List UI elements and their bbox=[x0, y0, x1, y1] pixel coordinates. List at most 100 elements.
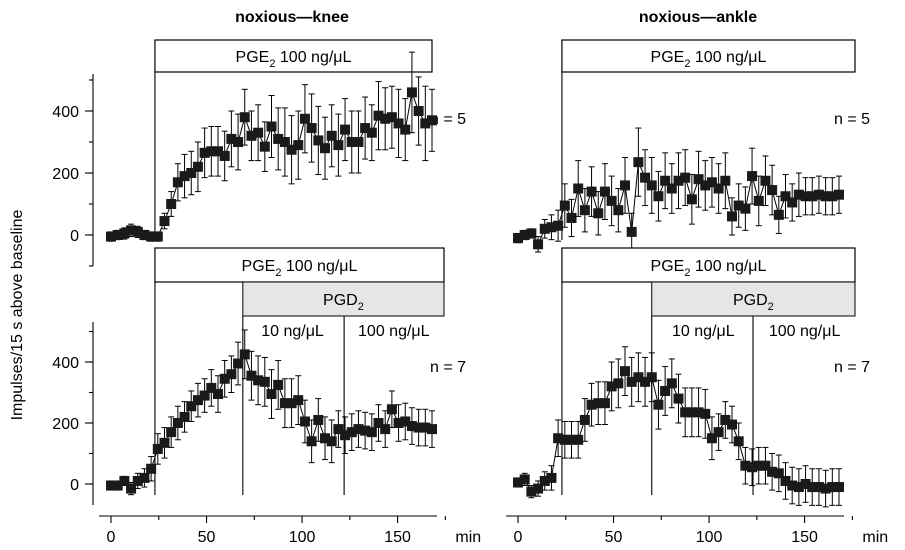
data-point bbox=[660, 385, 671, 396]
data-point bbox=[740, 203, 751, 214]
data-point bbox=[753, 460, 764, 471]
data-point bbox=[613, 205, 624, 216]
data-point bbox=[633, 372, 644, 383]
segment-label: 100 ng/μL bbox=[358, 323, 430, 340]
data-point bbox=[126, 225, 137, 236]
x-tick-label: 100 bbox=[289, 529, 316, 546]
n-label: n = 7 bbox=[430, 359, 466, 376]
data-point bbox=[773, 209, 784, 220]
data-point bbox=[239, 349, 250, 360]
data-point bbox=[427, 115, 437, 126]
y-tick-label: 200 bbox=[52, 166, 79, 183]
data-point bbox=[152, 231, 163, 242]
data-point bbox=[539, 475, 550, 486]
data-point bbox=[559, 200, 570, 211]
data-point bbox=[800, 479, 811, 489]
data-point bbox=[366, 127, 377, 138]
data-point bbox=[386, 112, 397, 123]
data-point bbox=[813, 189, 824, 200]
data-point bbox=[106, 480, 116, 491]
data-point bbox=[132, 226, 143, 237]
data-point bbox=[680, 407, 691, 418]
data-point bbox=[579, 414, 590, 425]
data-point bbox=[420, 422, 431, 433]
data-point bbox=[519, 474, 530, 485]
data-point bbox=[239, 112, 250, 123]
data-point bbox=[259, 376, 270, 387]
x-tick-label: 0 bbox=[107, 529, 116, 546]
data-point bbox=[733, 436, 744, 447]
data-point bbox=[660, 175, 671, 186]
segment-label: 10 ng/μL bbox=[261, 323, 324, 340]
data-point bbox=[360, 123, 371, 134]
data-point bbox=[566, 434, 577, 445]
data-point bbox=[553, 433, 564, 444]
data-point bbox=[513, 233, 523, 244]
y-tick-label: 0 bbox=[70, 228, 79, 245]
data-point bbox=[146, 463, 157, 474]
data-point bbox=[613, 378, 624, 389]
data-point bbox=[686, 407, 697, 418]
data-point bbox=[166, 427, 177, 438]
data-point bbox=[320, 143, 330, 154]
data-point bbox=[320, 433, 330, 444]
data-point bbox=[573, 434, 584, 445]
data-point bbox=[266, 121, 277, 132]
data-point bbox=[673, 393, 684, 404]
data-point bbox=[693, 407, 704, 418]
data-point bbox=[353, 137, 364, 147]
data-point bbox=[233, 358, 244, 369]
data-point bbox=[246, 370, 257, 381]
data-point bbox=[132, 475, 143, 486]
data-point bbox=[313, 135, 324, 146]
data-point bbox=[566, 212, 577, 223]
data-point bbox=[152, 443, 163, 454]
data-point bbox=[533, 239, 544, 250]
treatment-label: PGD2 bbox=[323, 292, 364, 313]
data-point bbox=[606, 195, 617, 206]
data-point bbox=[393, 118, 404, 129]
data-point bbox=[827, 482, 838, 493]
treatment-box bbox=[651, 281, 856, 317]
data-point bbox=[326, 130, 337, 141]
data-point bbox=[834, 482, 844, 493]
y-tick-label: 400 bbox=[52, 355, 79, 372]
data-point bbox=[620, 180, 630, 191]
data-point bbox=[760, 175, 771, 186]
data-point bbox=[306, 436, 317, 447]
data-point bbox=[680, 172, 691, 183]
data-point bbox=[333, 140, 344, 151]
data-point bbox=[666, 183, 677, 194]
data-point bbox=[346, 137, 357, 147]
data-point bbox=[373, 110, 384, 121]
data-point bbox=[213, 389, 223, 400]
treatment-label: PGE2 100 ng/μL bbox=[242, 258, 358, 279]
data-point bbox=[233, 137, 244, 147]
data-point bbox=[626, 226, 637, 237]
data-point bbox=[106, 231, 116, 242]
panel-3: PGE2 100 ng/μL PGD2 10 ng/μL 100 ng/μL n = 7… bbox=[52, 247, 481, 546]
data-point bbox=[206, 146, 217, 157]
treatment-box bbox=[154, 247, 445, 283]
data-point bbox=[179, 171, 190, 182]
treatment-label: PGE2 100 ng/μL bbox=[651, 258, 767, 279]
data-point bbox=[259, 141, 270, 152]
data-point bbox=[299, 113, 310, 124]
data-point bbox=[767, 185, 778, 196]
data-point bbox=[793, 482, 804, 493]
y-tick-label: 0 bbox=[70, 477, 79, 494]
data-point bbox=[386, 404, 397, 415]
data-point bbox=[299, 416, 310, 427]
data-point bbox=[706, 433, 717, 444]
treatment-box bbox=[242, 281, 445, 317]
data-point bbox=[400, 124, 411, 135]
data-point bbox=[546, 222, 557, 233]
panel-4: PGE2 100 ng/μL PGD2 10 ng/μL 100 ng/μL n = 7… bbox=[506, 247, 888, 546]
data-point bbox=[599, 398, 610, 409]
data-point bbox=[139, 230, 150, 240]
data-point bbox=[800, 191, 811, 202]
data-point bbox=[333, 424, 344, 435]
data-point bbox=[313, 414, 324, 425]
data-point bbox=[279, 398, 290, 409]
data-point bbox=[126, 483, 137, 494]
